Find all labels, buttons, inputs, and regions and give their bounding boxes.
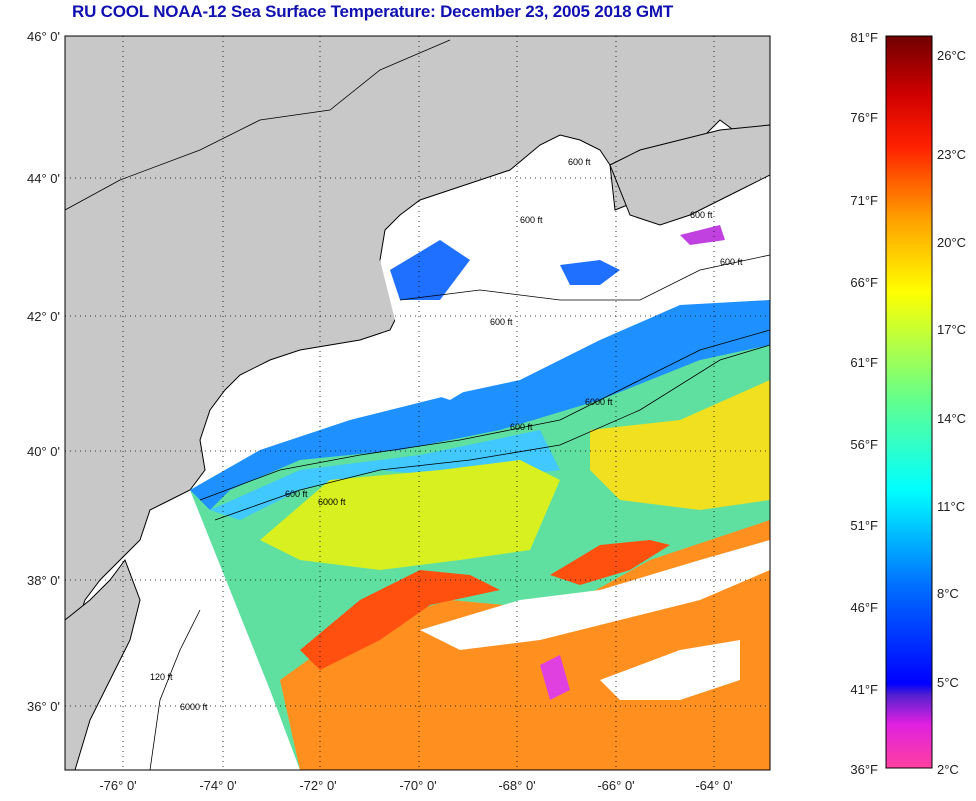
lat-label: 46° 0': [27, 29, 60, 44]
lon-label: -70° 0': [399, 778, 436, 793]
f-label: 66°F: [850, 275, 878, 290]
lon-label: -72° 0': [299, 778, 336, 793]
lat-label: 38° 0': [27, 573, 60, 588]
f-label: 76°F: [850, 110, 878, 125]
contour-label: 600 ft: [285, 489, 308, 499]
c-label: 20°C: [937, 235, 966, 250]
map-frame: [64, 35, 771, 771]
f-label: 51°F: [850, 518, 878, 533]
lon-label: -74° 0': [199, 778, 236, 793]
contour-label: 600 ft: [690, 210, 713, 220]
f-label: 41°F: [850, 682, 878, 697]
colorbar-celsius-labels: 26°C 23°C 20°C 17°C 14°C 11°C 8°C 5°C 2°…: [937, 48, 966, 777]
longitude-labels: -76° 0' -74° 0' -72° 0' -70° 0' -68° 0' …: [99, 778, 732, 793]
land-nova-scotia: [609, 124, 770, 226]
c-label: 23°C: [937, 147, 966, 162]
contour-label: 600 ft: [510, 422, 533, 432]
lat-label: 44° 0': [27, 171, 60, 186]
c-label: 8°C: [937, 586, 959, 601]
contour-label: 600 ft: [490, 317, 513, 327]
contour-label: 6000 ft: [585, 397, 613, 407]
c-label: 11°C: [937, 499, 965, 514]
contour-label: 600 ft: [568, 157, 591, 167]
f-label: 81°F: [850, 30, 878, 45]
c-label: 5°C: [937, 675, 959, 690]
contour-label: 6000 ft: [318, 497, 346, 507]
contour-label: 6000 ft: [180, 702, 208, 712]
bathymetry-contours: [65, 39, 770, 770]
lon-label: -64° 0': [695, 778, 732, 793]
contour-label: 600 ft: [720, 257, 743, 267]
lat-label: 40° 0': [27, 444, 60, 459]
lon-label: -66° 0': [597, 778, 634, 793]
c-label: 2°C: [937, 762, 959, 777]
c-label: 14°C: [937, 411, 966, 426]
contour-label: 600 ft: [520, 215, 543, 225]
land-delmarva: [65, 558, 141, 770]
lon-label: -76° 0': [99, 778, 136, 793]
sst-swath: [190, 210, 770, 770]
f-label: 36°F: [850, 762, 878, 777]
f-label: 56°F: [850, 437, 878, 452]
c-label: 26°C: [937, 48, 966, 63]
f-label: 71°F: [850, 193, 878, 208]
c-label: 17°C: [937, 322, 966, 337]
lon-label: -68° 0': [498, 778, 535, 793]
map-title: RU COOL NOAA-12 Sea Surface Temperature:…: [72, 2, 674, 21]
lat-label: 42° 0': [27, 309, 60, 324]
f-label: 46°F: [850, 600, 878, 615]
lat-label: 36° 0': [27, 699, 60, 714]
f-label: 61°F: [850, 355, 878, 370]
latitude-labels: 46° 0' 44° 0' 42° 0' 40° 0' 38° 0' 36° 0…: [27, 29, 60, 714]
colorbar: [885, 35, 933, 769]
colorbar-fahrenheit-labels: 81°F 76°F 71°F 66°F 61°F 56°F 51°F 46°F …: [850, 30, 878, 777]
contour-label-group: 600 ft 600 ft 600 ft 600 ft 600 ft 6000 …: [150, 157, 743, 712]
contour-label: 120 ft: [150, 672, 173, 682]
